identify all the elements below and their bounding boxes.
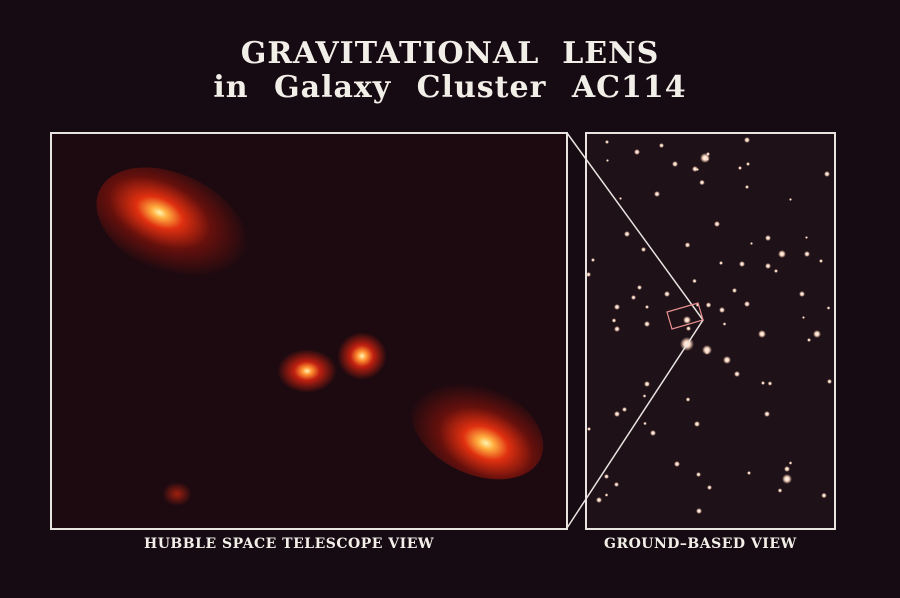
star	[723, 356, 731, 364]
star	[611, 318, 616, 323]
star	[605, 158, 610, 163]
star	[719, 307, 725, 313]
star	[624, 231, 630, 237]
star	[799, 291, 805, 297]
star	[587, 271, 592, 277]
star	[764, 235, 771, 241]
star	[587, 426, 592, 432]
star	[737, 165, 742, 170]
star	[706, 152, 710, 157]
star	[686, 325, 692, 331]
star	[604, 493, 609, 498]
star	[640, 246, 647, 253]
star	[683, 316, 691, 324]
star	[618, 196, 622, 200]
star	[745, 185, 749, 189]
star	[732, 288, 738, 294]
star	[722, 322, 727, 326]
star	[634, 149, 640, 155]
star	[613, 482, 619, 488]
star	[631, 295, 636, 300]
ground-based-view-image	[585, 132, 836, 530]
star	[659, 143, 664, 148]
star	[744, 301, 750, 307]
star	[804, 251, 810, 257]
star	[788, 461, 793, 465]
star	[604, 139, 610, 145]
star	[672, 161, 678, 167]
star	[696, 471, 702, 477]
star	[692, 165, 699, 172]
star	[702, 345, 712, 355]
star	[784, 466, 790, 472]
star	[705, 302, 712, 308]
star	[749, 241, 754, 246]
star	[664, 291, 670, 297]
star	[764, 411, 770, 417]
star	[695, 303, 700, 308]
star	[685, 397, 691, 403]
star	[644, 321, 650, 327]
star	[806, 337, 812, 343]
title-line-1: GRAVITATIONAL LENS	[240, 36, 660, 71]
star	[826, 378, 833, 385]
star	[699, 180, 705, 186]
star	[778, 250, 786, 258]
star	[650, 430, 656, 436]
star	[642, 394, 647, 398]
star	[705, 351, 709, 355]
title-line-2: in Galaxy Cluster AC114	[213, 70, 687, 105]
star	[590, 258, 595, 263]
star	[805, 235, 809, 239]
star	[746, 471, 751, 475]
star	[767, 381, 773, 387]
star	[777, 488, 783, 494]
star	[719, 261, 723, 265]
star	[596, 497, 603, 504]
star	[734, 371, 740, 377]
star	[765, 262, 771, 269]
star	[826, 305, 831, 310]
star	[704, 156, 709, 162]
star	[744, 137, 750, 143]
hubble-caption: HUBBLE SPACE TELESCOPE VIEW	[144, 536, 435, 552]
star	[739, 261, 745, 267]
star	[706, 484, 712, 490]
star	[613, 304, 620, 311]
star	[824, 171, 830, 177]
star	[818, 258, 824, 263]
star	[684, 242, 691, 248]
star	[788, 198, 793, 202]
star	[813, 330, 821, 338]
star	[782, 474, 792, 484]
star	[696, 508, 703, 514]
star	[644, 304, 650, 310]
star	[643, 422, 647, 426]
star	[692, 278, 697, 284]
star	[654, 191, 660, 197]
star	[801, 315, 806, 320]
hubble-view-image	[50, 132, 568, 530]
ground-caption: GROUND–BASED VIEW	[604, 536, 797, 552]
star	[603, 474, 609, 480]
star	[614, 326, 620, 332]
star	[774, 269, 779, 274]
star	[637, 284, 643, 290]
star	[694, 421, 700, 427]
faint-source	[162, 482, 192, 506]
star	[745, 161, 751, 167]
star	[644, 381, 650, 387]
star	[714, 221, 720, 227]
star	[821, 492, 828, 499]
star	[674, 461, 680, 467]
star	[760, 381, 765, 386]
lensed-image-b	[337, 332, 387, 380]
lensed-image-a	[277, 349, 337, 393]
star	[614, 411, 620, 417]
star	[758, 330, 766, 338]
star	[622, 407, 628, 413]
zoom-region-box	[666, 302, 704, 330]
